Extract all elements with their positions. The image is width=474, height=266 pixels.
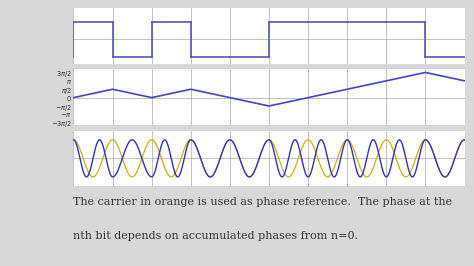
Text: 1: 1 xyxy=(403,74,409,83)
Text: 1: 1 xyxy=(364,74,370,83)
Text: The carrier in orange is used as phase reference.  The phase at the: The carrier in orange is used as phase r… xyxy=(73,197,453,207)
Text: 1: 1 xyxy=(325,74,331,83)
Text: 0: 0 xyxy=(246,74,253,83)
Text: 1: 1 xyxy=(90,74,96,83)
Text: 1: 1 xyxy=(168,74,174,83)
Text: 0: 0 xyxy=(207,74,213,83)
Text: 0: 0 xyxy=(442,74,448,83)
Text: 0: 0 xyxy=(129,74,135,83)
Text: nth bit depends on accumulated phases from n=0.: nth bit depends on accumulated phases fr… xyxy=(73,231,359,242)
Text: 1: 1 xyxy=(285,74,292,83)
